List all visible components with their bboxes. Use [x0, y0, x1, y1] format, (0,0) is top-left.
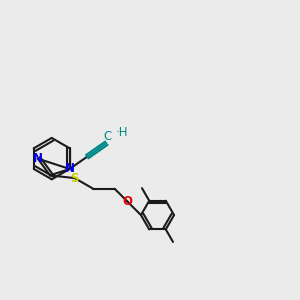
Text: S: S — [70, 172, 79, 184]
Text: C: C — [103, 130, 111, 142]
Text: O: O — [122, 195, 133, 208]
Text: N: N — [33, 152, 43, 165]
Text: N: N — [64, 163, 75, 176]
Text: ·H: ·H — [116, 126, 128, 139]
